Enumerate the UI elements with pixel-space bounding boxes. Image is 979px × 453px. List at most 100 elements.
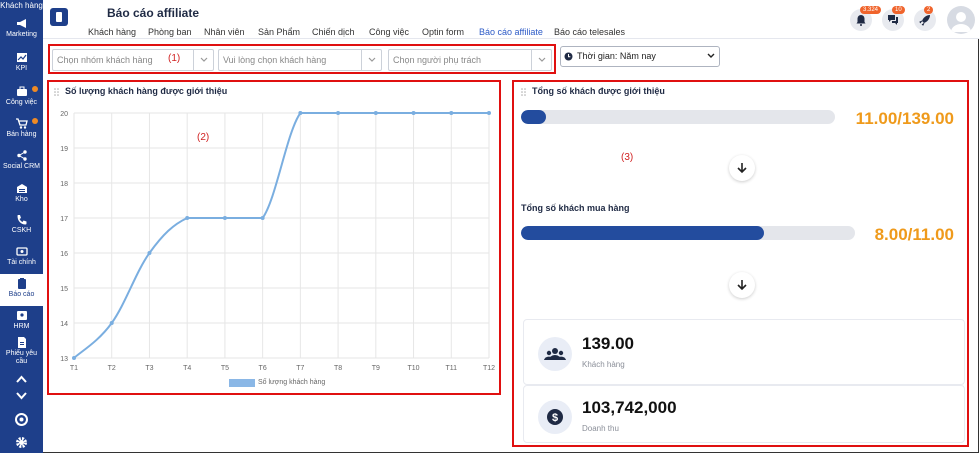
sidebar-item-social-crm[interactable]: Social CRM [0, 150, 43, 170]
sidebar-item-warehouse[interactable]: Kho [0, 183, 43, 203]
chevron-down-icon [531, 50, 551, 70]
bell-icon [856, 15, 866, 26]
svg-text:$: $ [552, 412, 558, 424]
customers-stat-card: 139.00 Khách hàng [523, 319, 965, 385]
tab-customers[interactable]: Khách hàng [88, 27, 137, 37]
data-point [147, 251, 152, 255]
customers-label: Khách hàng [582, 360, 625, 369]
x-tick-label: T2 [108, 365, 116, 372]
revenue-stat-card: $ 103,742,000 Doanh thu [523, 385, 965, 443]
x-tick-label: T5 [221, 365, 229, 372]
avatar[interactable] [947, 6, 975, 34]
sidebar-item-customer-care[interactable]: CSKH [0, 214, 43, 234]
tab-affiliate-report[interactable]: Báo cáo affiliate [479, 27, 543, 37]
sidebar: Khách hàng Marketing KPI Công việc Bán h… [0, 0, 43, 453]
chevron-down-icon[interactable] [16, 392, 27, 400]
notifications-button[interactable]: 3.324 [850, 6, 882, 31]
chat-button[interactable]: 10 [882, 6, 905, 31]
tab-departments[interactable]: Phòng ban [148, 27, 192, 37]
report-logo-icon [50, 8, 68, 26]
x-tick-label: T6 [259, 365, 267, 372]
x-tick-label: T7 [296, 365, 304, 372]
tab-products[interactable]: Sản Phẩm [258, 27, 301, 37]
drag-handle-icon[interactable] [54, 88, 59, 96]
chevron-down-icon [707, 53, 715, 58]
x-tick-label: T12 [483, 365, 495, 372]
sidebar-item-customers[interactable]: Khách hàng [0, 1, 43, 10]
rocket-button[interactable]: 2 [914, 6, 936, 31]
report-icon [17, 278, 26, 289]
sidebar-item-sales[interactable]: Bán hàng [0, 118, 43, 138]
sidebar-item-kpi[interactable]: KPI [0, 52, 43, 72]
time-range-select[interactable]: Thời gian: Năm nay [560, 46, 720, 67]
buyers-title: Tổng số khách mua hàng [521, 203, 630, 213]
sidebar-item-label: Công việc [5, 99, 38, 106]
x-tick-label: T8 [334, 365, 342, 372]
expand-down-button[interactable] [729, 155, 755, 181]
referred-progress-bar [521, 110, 835, 124]
support-icon[interactable] [15, 413, 28, 426]
buyers-value: 8.00/11.00 [874, 225, 954, 244]
tab-tasks[interactable]: Công việc [369, 27, 410, 37]
buyers-progress-fill [521, 226, 764, 240]
top-header: Báo cáo affiliate Khách hàng Phòng ban N… [43, 0, 979, 39]
chevron-up-icon[interactable] [16, 375, 27, 383]
time-range-label: Thời gian: Năm nay [577, 51, 656, 61]
owner-placeholder: Chọn người phụ trách [393, 55, 481, 65]
referred-total-title: Tổng số khách được giới thiệu [532, 86, 665, 96]
data-point [298, 111, 303, 115]
sidebar-item-finance[interactable]: Tài chính [0, 246, 43, 266]
legend-swatch [229, 379, 255, 387]
expand-down-button[interactable] [729, 272, 755, 298]
annotation-3: (3) [621, 152, 634, 163]
referred-value: 11.00/139.00 [855, 109, 954, 128]
chat-badge: 10 [892, 6, 905, 14]
y-tick-label: 18 [60, 181, 68, 188]
chart-title: Số lượng khách hàng được giới thiệu [65, 86, 228, 96]
sidebar-item-requests[interactable]: Phiếu yêu cầu [0, 337, 43, 366]
sidebar-item-label: HRM [13, 323, 30, 330]
data-point [449, 111, 454, 115]
customer-group-select[interactable]: Chọn nhóm khách hàng [52, 49, 214, 71]
y-tick-label: 20 [60, 111, 68, 118]
x-tick-label: T11 [445, 365, 457, 372]
tab-telesales-report[interactable]: Báo cáo telesales [554, 27, 626, 37]
warehouse-icon [16, 184, 27, 193]
buyers-progress-bar [521, 226, 855, 240]
sidebar-item-label: Social CRM [3, 163, 40, 170]
tab-campaigns[interactable]: Chiến dịch [312, 27, 355, 37]
cart-icon [15, 118, 28, 129]
gear-icon[interactable] [15, 436, 28, 449]
series-line [73, 112, 489, 359]
sidebar-item-label: Bán hàng [6, 131, 37, 138]
owner-select[interactable]: Chọn người phụ trách [388, 49, 552, 71]
phone-icon [16, 215, 26, 225]
revenue-label: Doanh thu [582, 424, 619, 433]
line-chart: 13 14 15 16 17 18 19 20 T1 T2 T3 T4 T5 T6 T7 T8 T9 T10 T11… [60, 111, 495, 372]
data-point [260, 216, 265, 220]
tab-optin-form[interactable]: Optin form [422, 27, 465, 37]
customer-placeholder: Vui lòng chọn khách hàng [223, 55, 327, 65]
dollar-icon: $ [538, 400, 572, 434]
referred-progress-fill [521, 110, 546, 124]
user-avatar-icon [951, 12, 971, 32]
sidebar-item-reports[interactable]: Báo cáo [0, 274, 43, 306]
drag-handle-icon[interactable] [521, 88, 526, 96]
customer-group-placeholder: Chọn nhóm khách hàng [57, 55, 153, 65]
customer-select[interactable]: Vui lòng chọn khách hàng [218, 49, 382, 71]
document-icon [17, 337, 26, 348]
share-icon [16, 150, 27, 161]
x-tick-label: T1 [70, 365, 78, 372]
y-tick-label: 17 [60, 216, 68, 223]
chat-icon [888, 15, 898, 25]
sidebar-item-hrm[interactable]: HRM [0, 310, 43, 330]
data-point [336, 111, 341, 115]
sidebar-item-marketing[interactable]: Marketing [0, 18, 43, 38]
sidebar-item-label: Phiếu yêu cầu [5, 350, 38, 365]
tab-employees[interactable]: Nhân viên [204, 27, 245, 37]
sidebar-item-tasks[interactable]: Công việc [0, 86, 43, 106]
x-tick-label: T10 [408, 365, 420, 372]
annotation-1: (1) [168, 53, 181, 64]
x-tick-label: T3 [145, 365, 153, 372]
sidebar-item-label: Báo cáo [8, 291, 35, 298]
